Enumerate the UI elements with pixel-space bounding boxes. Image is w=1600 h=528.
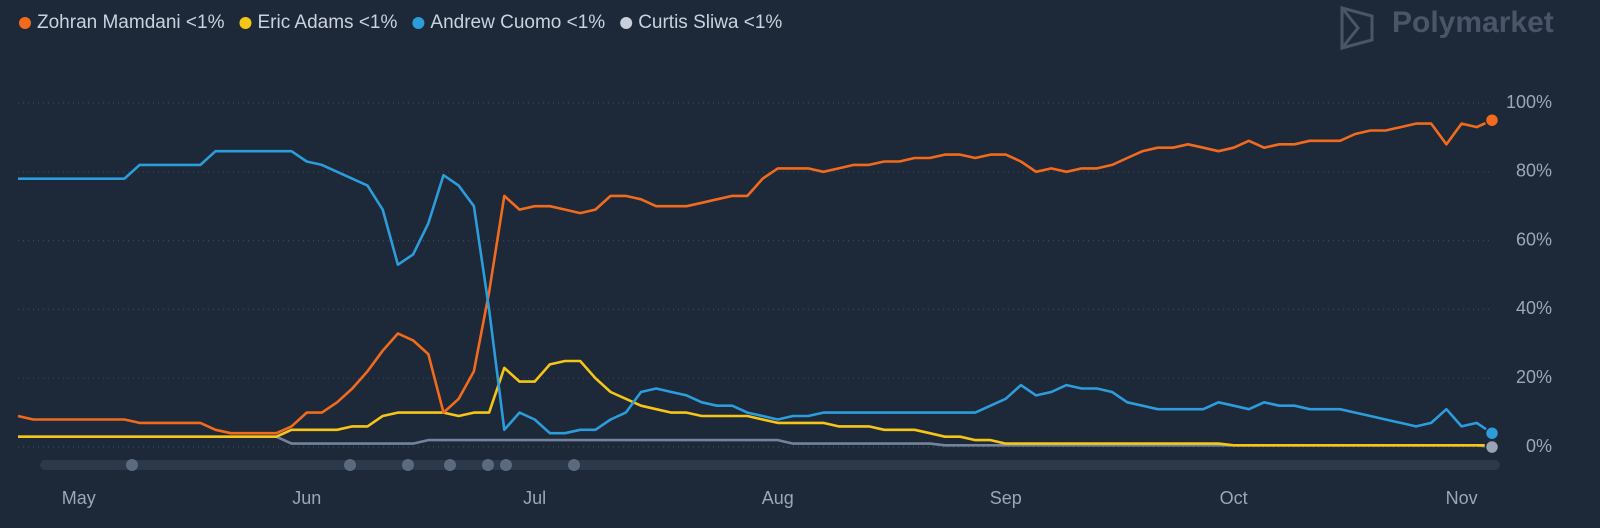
legend-item: Zohran Mamdani <1% [19, 12, 225, 33]
series-line [17, 119, 1493, 435]
brand-name: Polymarket [1392, 6, 1554, 39]
y-tick-label: 80% [1516, 161, 1552, 181]
end-point [1484, 425, 1500, 441]
slider-dot[interactable] [500, 459, 512, 471]
slider-dot[interactable] [402, 459, 414, 471]
legend-marker [620, 17, 633, 29]
y-tick-label: 100% [1506, 92, 1552, 112]
x-tick-label: Oct [1220, 488, 1248, 508]
series-line [18, 359, 1492, 447]
legend-label: Zohran Mamdani <1% [37, 12, 225, 33]
legend-label: Curtis Sliwa <1% [638, 12, 782, 33]
slider-dot[interactable] [482, 459, 494, 471]
legend-item: Curtis Sliwa <1% [620, 12, 782, 33]
legend-label: Eric Adams <1% [257, 12, 397, 33]
legend-marker [239, 17, 252, 29]
legend-label: Andrew Cuomo <1% [430, 12, 605, 33]
range-slider[interactable] [40, 459, 1500, 471]
slider-dot[interactable] [126, 459, 138, 471]
slider-dot[interactable] [344, 459, 356, 471]
x-tick-label: Jun [292, 488, 321, 508]
slider-dot[interactable] [444, 459, 456, 471]
x-tick-label: Aug [762, 488, 794, 508]
legend-item: Eric Adams <1% [239, 12, 397, 33]
x-tick-label: Nov [1446, 488, 1478, 508]
slider-track[interactable] [40, 460, 1500, 470]
end-point [1484, 112, 1500, 128]
x-tick-label: Sep [990, 488, 1022, 508]
y-tick-label: 60% [1516, 229, 1552, 249]
brand-logo: Polymarket [1340, 6, 1554, 50]
x-tick-label: May [62, 488, 96, 508]
y-tick-label: 0% [1526, 436, 1552, 456]
series-line [18, 149, 1493, 435]
end-point [1484, 439, 1500, 455]
legend-marker [412, 17, 425, 29]
y-tick-label: 40% [1516, 298, 1552, 318]
x-tick-label: Jul [523, 488, 546, 508]
y-tick-label: 20% [1516, 367, 1552, 387]
slider-dot[interactable] [568, 459, 580, 471]
legend-marker [19, 17, 31, 29]
legend-item: Andrew Cuomo <1% [412, 12, 605, 33]
